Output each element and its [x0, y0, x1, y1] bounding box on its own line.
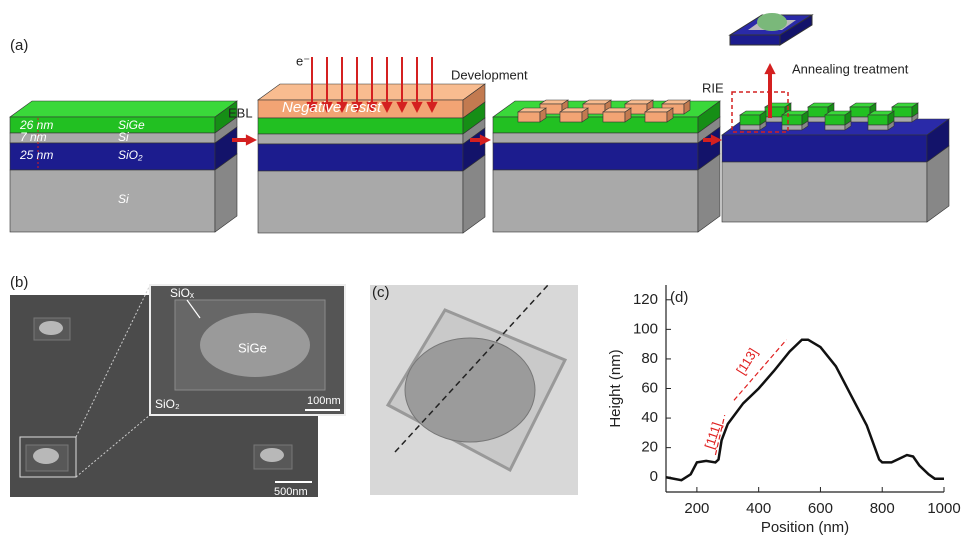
step-label: EBL — [228, 105, 253, 120]
y-tick-label: 120 — [633, 291, 658, 308]
block-layer — [493, 170, 698, 232]
block-layer — [825, 125, 845, 130]
layer-name: Si — [118, 130, 129, 144]
y-tick-label: 20 — [641, 439, 658, 456]
block-layer — [645, 112, 667, 122]
sem-label: SiO₂ — [155, 397, 180, 411]
block-layer — [258, 171, 463, 233]
x-tick-label: 800 — [870, 500, 895, 517]
block-top — [10, 101, 237, 117]
x-tick-label: 600 — [808, 500, 833, 517]
thumb-dome — [757, 13, 787, 31]
x-tick-label: 400 — [746, 500, 771, 517]
x-tick-label: 1000 — [927, 500, 960, 517]
block-layer — [740, 115, 760, 125]
block-layer — [258, 134, 463, 144]
sem-label: SiOₓ — [170, 286, 194, 300]
layer-thickness: 7 nm — [20, 130, 47, 144]
y-tick-label: 0 — [650, 468, 658, 485]
x-axis-label: Position (nm) — [761, 519, 849, 536]
block-layer — [868, 115, 888, 125]
block-layer — [518, 112, 540, 122]
layer-thickness: 25 nm — [19, 148, 53, 162]
block-layer — [10, 170, 215, 232]
block-layer — [782, 125, 802, 130]
y-axis-label: Height (nm) — [607, 349, 624, 427]
block-layer — [258, 144, 463, 171]
arrow-head — [764, 63, 775, 74]
step-label: Annealing treatment — [792, 61, 909, 76]
scale-bar-label: 100nm — [307, 395, 341, 407]
line — [666, 340, 944, 480]
annotation: [113] — [733, 345, 761, 377]
y-tick-label: 60 — [641, 379, 658, 396]
figure: (a) 26 nm SiGe 7 nm Si 25 nm SiO₂ Si e⁻ … — [0, 0, 970, 538]
electron-label: e⁻ — [296, 53, 310, 68]
block-layer — [740, 125, 760, 130]
block-layer — [258, 118, 463, 134]
block-layer — [722, 162, 927, 222]
layer-name: SiO₂ — [118, 148, 143, 162]
block-layer — [892, 107, 912, 117]
layer-name: Si — [118, 192, 129, 206]
step-label: Development — [451, 67, 528, 82]
block-layer — [850, 107, 870, 117]
scale-bar-label: 500nm — [274, 486, 308, 498]
arrow-head — [480, 134, 491, 145]
arrow-head — [246, 134, 257, 145]
block-layer — [493, 143, 698, 170]
block-layer — [892, 117, 912, 122]
x-tick-label: 200 — [684, 500, 709, 517]
step-label: RIE — [702, 80, 724, 95]
y-tick-label: 100 — [633, 320, 658, 337]
sem-label: SiGe — [238, 340, 267, 355]
block-layer — [782, 115, 802, 125]
y-tick-label: 40 — [641, 409, 658, 426]
resist-label: Negative resist — [282, 99, 382, 116]
panel-label: (a) — [10, 37, 28, 54]
panel-label: (c) — [372, 284, 390, 301]
block-layer — [850, 117, 870, 122]
panel-label: (b) — [10, 274, 28, 291]
thumb-front — [730, 35, 780, 45]
block-layer — [493, 133, 698, 143]
block-layer — [603, 112, 625, 122]
panel-label: (d) — [670, 289, 688, 306]
block-layer — [868, 125, 888, 130]
y-tick-label: 80 — [641, 350, 658, 367]
block-layer — [722, 135, 927, 162]
block-layer — [560, 112, 582, 122]
block-layer — [825, 115, 845, 125]
